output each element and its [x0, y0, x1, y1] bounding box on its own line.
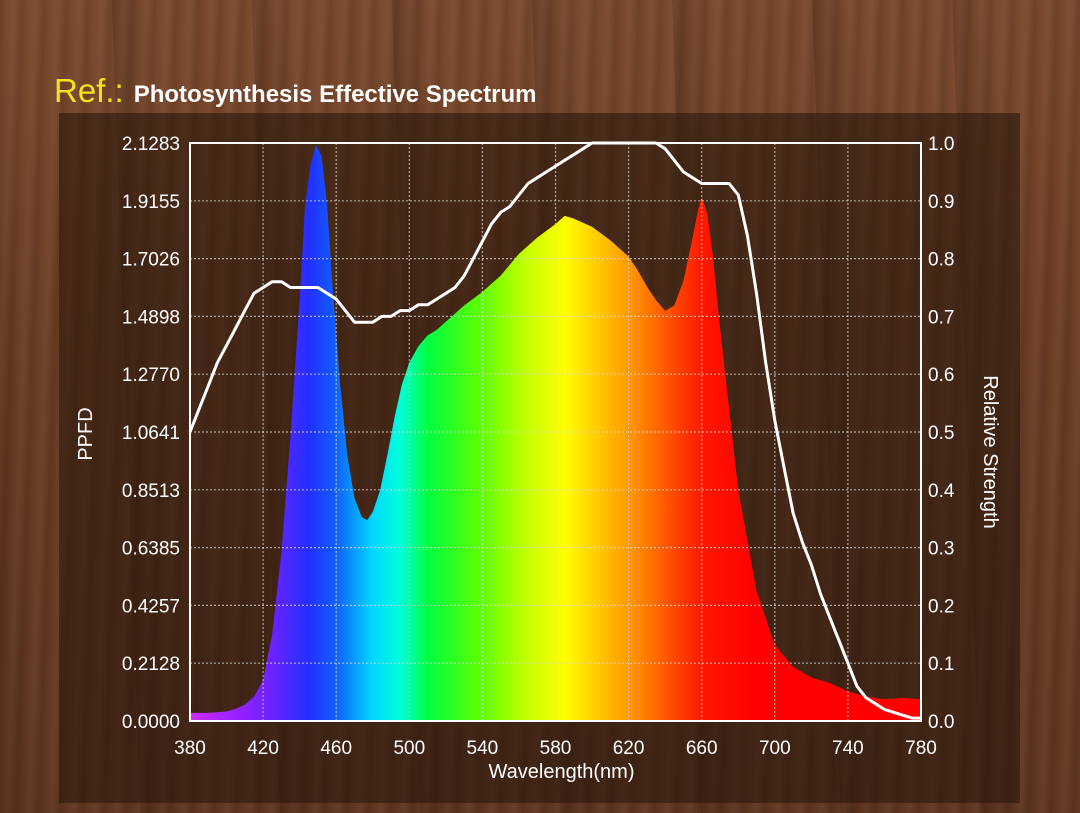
x-tick-label: 620: [613, 738, 645, 759]
y-tick-label: 1.4898: [122, 307, 180, 328]
y-tick-label: 0.2128: [122, 654, 180, 675]
y-tick-label: 0.6385: [122, 539, 180, 560]
y2-tick-label: 1.0: [928, 134, 954, 155]
y-tick-label: 1.7026: [122, 250, 180, 271]
ref-label: Ref.:: [54, 72, 124, 109]
y2-tick-label: 0.6: [928, 365, 954, 386]
y2-tick-label: 0.8: [928, 250, 954, 271]
x-tick-label: 420: [247, 738, 279, 759]
y-tick-label: 1.2770: [122, 365, 180, 386]
plot-frame: [189, 142, 922, 722]
x-tick-label: 460: [320, 738, 352, 759]
y2-tick-label: 0.0: [928, 712, 954, 733]
x-tick-label: 580: [540, 738, 572, 759]
y-tick-label: 0.0000: [122, 712, 180, 733]
y2-tick-label: 0.9: [928, 192, 954, 213]
y-tick-label: 0.4257: [122, 596, 180, 617]
relative-strength-line: [188, 141, 921, 720]
x-axis-title: Wavelength(nm): [489, 761, 635, 783]
y2-tick-label: 0.2: [928, 596, 954, 617]
y2-tick-label: 0.7: [928, 307, 954, 328]
y-tick-label: 2.1283: [122, 134, 180, 155]
x-tick-label: 780: [905, 738, 937, 759]
x-tick-label: 700: [759, 738, 791, 759]
x-tick-label: 740: [832, 738, 864, 759]
spectrum-chart: 0.0000 0.2128 0.4257 0.6385 0.8513 1.0641 1.27…: [75, 134, 1001, 783]
y2-tick-label: 0.3: [928, 539, 954, 560]
y-tick-label: 1.0641: [122, 423, 180, 444]
y2-tick-label: 0.5: [928, 423, 954, 444]
x-tick-label: 380: [174, 738, 206, 759]
y-axis-title: PPFD: [75, 407, 97, 460]
x-tick-label: 500: [393, 738, 425, 759]
chart-title: Photosynthesis Effective Spectrum: [133, 81, 537, 108]
chart-heading: Ref.: Photosynthesis Effective Spectrum: [54, 72, 536, 110]
y2-tick-label: 0.1: [928, 654, 954, 675]
ppfd-spectrum-area: [190, 145, 921, 722]
x-tick-label: 660: [686, 738, 718, 759]
y-tick-label: 0.8513: [122, 481, 180, 502]
y2-axis-title: Relative Strength: [979, 375, 1001, 528]
y-tick-label: 1.9155: [122, 192, 180, 213]
x-tick-label: 540: [467, 738, 499, 759]
chart-panel: 0.0000 0.2128 0.4257 0.6385 0.8513 1.0641 1.27…: [59, 113, 1020, 803]
y2-tick-label: 0.4: [928, 481, 955, 502]
